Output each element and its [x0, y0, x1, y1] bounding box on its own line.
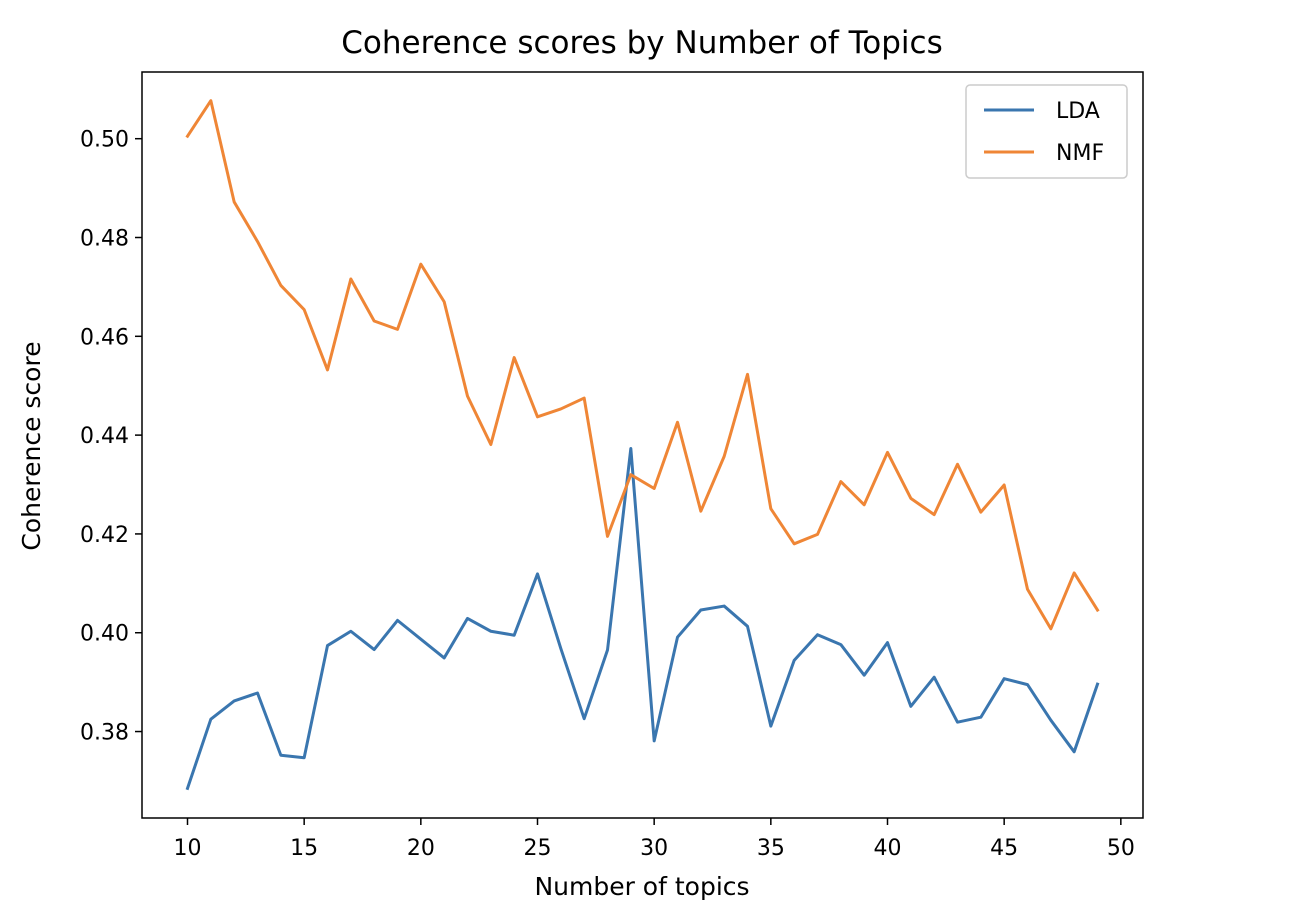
y-axis-label: Coherence score — [17, 341, 46, 550]
legend-box — [965, 84, 1128, 179]
plot-frame — [141, 71, 1144, 819]
y-tick-label: 0.38 — [80, 721, 129, 746]
plot-area: 10 15 20 25 30 35 40 45 50 0.38 0.40 0.42 0.44 0.46 0.… — [80, 71, 1144, 861]
legend-label-lda: LDA — [1056, 99, 1100, 124]
x-axis-label: Number of topics — [534, 872, 749, 901]
y-tick-label: 0.40 — [80, 622, 129, 647]
chart-title: Coherence scores by Number of Topics — [341, 25, 943, 61]
x-tick-label: 10 — [174, 836, 202, 861]
x-tick-label: 15 — [290, 836, 318, 861]
y-tick-label: 0.46 — [80, 325, 129, 350]
legend-label-nmf: NMF — [1056, 141, 1104, 166]
y-tick-label: 0.44 — [80, 424, 129, 449]
y-tick-label: 0.42 — [80, 523, 129, 548]
x-tick-label: 30 — [640, 836, 668, 861]
x-tick-label: 45 — [990, 836, 1018, 861]
x-tick-label: 20 — [407, 836, 435, 861]
legend: LDA NMF — [965, 84, 1128, 179]
y-tick-label: 0.48 — [80, 227, 129, 252]
series-line-nmf — [185, 99, 1100, 631]
series-line-lda — [185, 446, 1100, 791]
y-tick-label: 0.50 — [80, 128, 129, 153]
x-tick-label: 50 — [1107, 836, 1135, 861]
x-tick-label: 35 — [757, 836, 785, 861]
x-tick-label: 40 — [874, 836, 902, 861]
x-tick-label: 25 — [524, 836, 552, 861]
